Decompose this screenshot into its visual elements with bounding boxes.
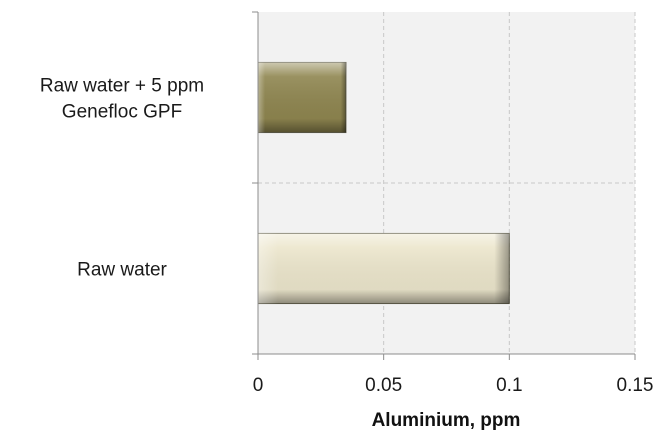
- x-tick-label: 0: [253, 375, 264, 396]
- category-label-line: Raw water + 5 ppm: [40, 76, 204, 97]
- category-label: Raw water + 5 ppm Genefloc GPF: [40, 76, 204, 123]
- x-tick-label: 0.15: [617, 375, 654, 396]
- category-label: Raw water: [77, 260, 167, 281]
- bar-bevel-horizontal: [258, 233, 510, 304]
- x-axis-title: Aluminium, ppm: [372, 410, 521, 431]
- x-tick-label: 0.1: [496, 375, 522, 396]
- x-axis-ticks: 0 0.05 0.1 0.15: [252, 11, 654, 396]
- bars: [257, 61, 510, 305]
- bar-bevel-horizontal: [258, 62, 346, 133]
- bar: [257, 232, 510, 305]
- bar: [257, 61, 347, 134]
- x-tick-label: 0.05: [365, 375, 402, 396]
- category-labels: Raw water + 5 ppm Genefloc GPF Raw water: [40, 76, 204, 281]
- gridlines: [258, 12, 636, 354]
- category-label-line: Genefloc GPF: [62, 102, 182, 123]
- category-label-line: Raw water: [77, 260, 167, 281]
